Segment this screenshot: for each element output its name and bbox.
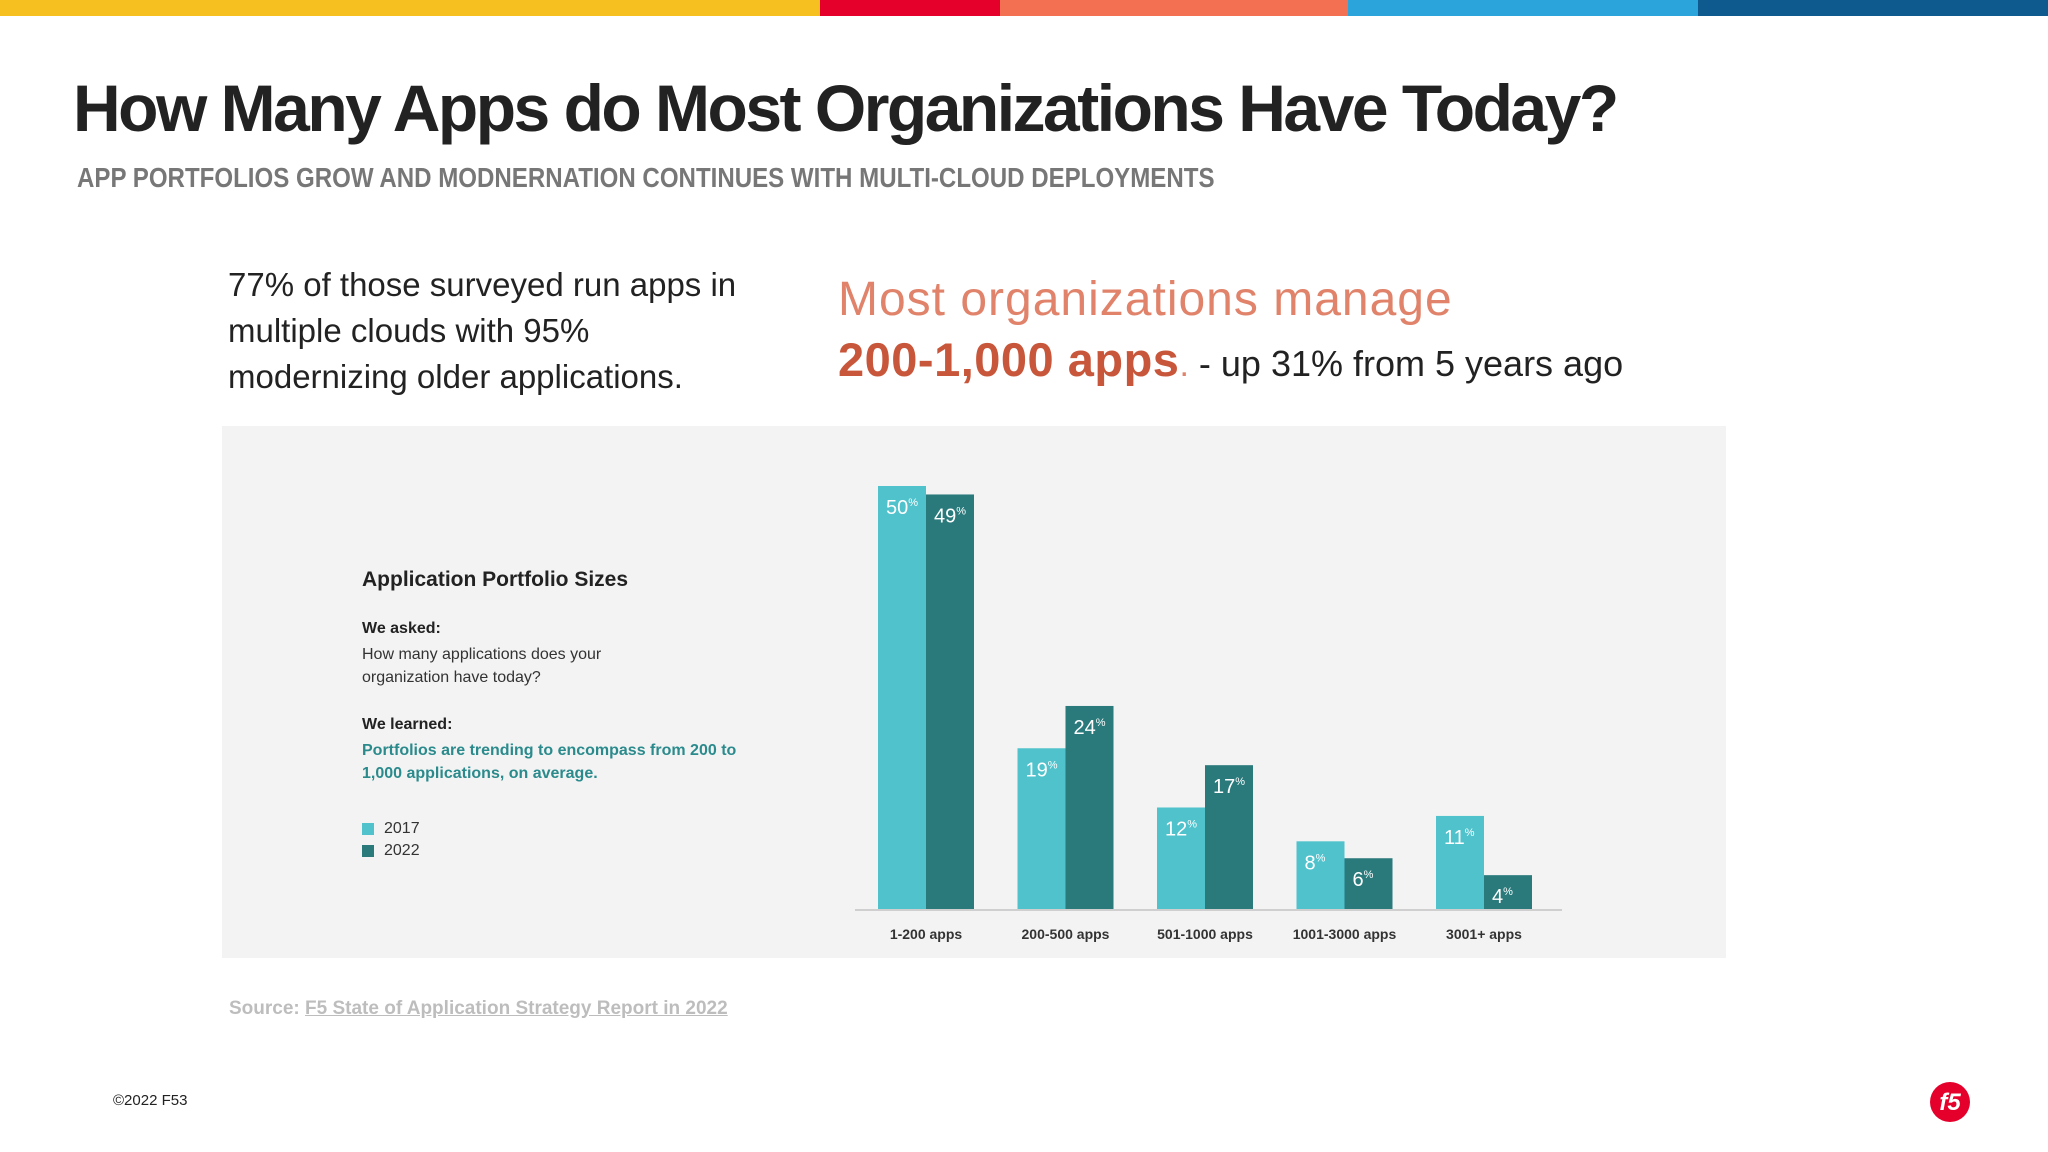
slide-subtitle: APP PORTFOLIOS GROW AND MODNERNATION CON… (77, 162, 1215, 193)
bar-value-label: 6% (1353, 869, 1374, 891)
bar-2017-1001-3000-apps (1296, 841, 1345, 909)
bar-2022-501-1000-apps (1205, 765, 1253, 909)
source-note: Source: F5 State of Application Strategy… (229, 998, 728, 1020)
survey-finding: Portfolios are trending to encompass fro… (362, 742, 737, 782)
bar-value-label: 4% (1492, 886, 1513, 908)
bar-value-label: 49% (934, 505, 966, 527)
bar-2022-3001+-apps (1484, 875, 1532, 909)
copyright-text: ©2022 F5 (113, 1092, 180, 1109)
bar-2017-200-500-apps (1017, 748, 1066, 909)
category-label: 1001-3000 apps (1293, 926, 1397, 942)
portfolio-bar-chart: 50% 49% 1-200 apps 19% 24% 200-500 apps 12% 17%… (855, 486, 1562, 942)
source-link[interactable]: F5 State of Application Strategy Report … (305, 998, 728, 1019)
legend-label-2022: 2022 (384, 842, 420, 859)
survey-summary-line: multiple clouds with 95% (228, 312, 590, 349)
bar-2017-1-200-apps (878, 486, 926, 909)
panel-title: Application Portfolio Sizes (362, 568, 629, 591)
bar-value-label: 12% (1165, 818, 1197, 840)
bar-2022-200-500-apps (1065, 705, 1114, 909)
footer-copyright: ©2022 F53 (113, 1092, 187, 1109)
top-color-bar (0, 0, 2048, 16)
bar-value-label: 19% (1026, 759, 1058, 781)
bar-value-label: 24% (1074, 717, 1106, 739)
legend-label-2017: 2017 (384, 820, 420, 837)
legend-item-2022: 2022 (362, 840, 420, 862)
bar-2017-3001+-apps (1436, 815, 1484, 909)
highlight-dot: . (1179, 346, 1189, 384)
f5-logo: f5 (1930, 1082, 1970, 1122)
highlight-growth: - up 31% from 5 years ago (1188, 343, 1624, 384)
top-bar-segment (1000, 0, 1348, 16)
survey-question: How many applications does your organiza… (362, 646, 602, 686)
survey-summary-line: 77% of those surveyed run apps in (228, 266, 737, 303)
top-bar-segment (0, 0, 820, 16)
bar-value-label: 11% (1444, 827, 1475, 849)
highlight-heading: Most organizations manage (838, 273, 1453, 326)
bar-2022-1001-3000-apps (1344, 858, 1393, 909)
category-label: 3001+ apps (1446, 926, 1522, 942)
bar-value-label: 8% (1305, 852, 1326, 874)
legend-swatch-2017 (362, 823, 374, 835)
top-bar-segment (1348, 0, 1698, 16)
legend-swatch-2022 (362, 845, 374, 857)
slide-title: How Many Apps do Most Organizations Have… (73, 71, 1619, 145)
asked-label: We asked: (362, 620, 441, 637)
survey-summary: 77% of those surveyed run apps in multip… (228, 262, 788, 400)
category-label: 200-500 apps (1022, 926, 1110, 942)
category-label: 501-1000 apps (1157, 926, 1253, 942)
source-label: Source: (229, 998, 306, 1019)
learned-label: We learned: (362, 716, 453, 733)
page-number: 3 (179, 1092, 188, 1109)
top-bar-segment (1698, 0, 2048, 16)
highlight-statement: 200-1,000 apps. - up 31% from 5 years ag… (838, 332, 1623, 387)
highlight-apps: 200-1,000 apps (838, 333, 1180, 386)
top-bar-segment (820, 0, 1000, 16)
chart-legend: 2017 2022 (362, 818, 420, 862)
survey-summary-line: modernizing older applications. (228, 358, 683, 395)
bar-value-label: 50% (886, 497, 918, 519)
bar-2022-1-200-apps (926, 494, 974, 909)
category-label: 1-200 apps (890, 926, 963, 942)
f5-logo-text: f5 (1939, 1089, 1961, 1116)
bar-value-label: 17% (1213, 776, 1245, 798)
legend-item-2017: 2017 (362, 818, 420, 840)
bar-2017-501-1000-apps (1157, 807, 1205, 909)
